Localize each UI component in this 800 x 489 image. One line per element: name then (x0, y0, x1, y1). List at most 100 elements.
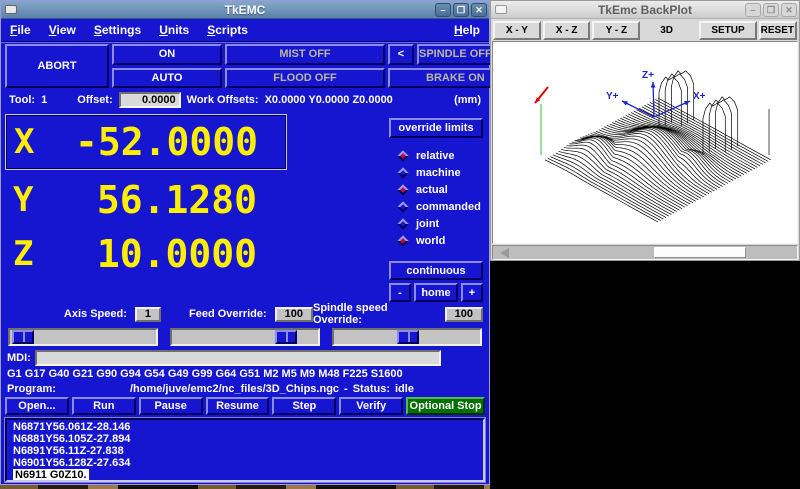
verify-button[interactable]: Verify (339, 397, 404, 415)
home-button[interactable]: home (414, 283, 458, 302)
coord-panel: override limits relative machine actual (389, 110, 489, 302)
spindle-button[interactable]: SPINDLE OFF (417, 44, 494, 65)
backplot-canvas[interactable]: Z+ Y+ X+ (492, 41, 798, 244)
axis-speed-slider[interactable] (8, 328, 158, 346)
mode-auto-button[interactable]: AUTO (112, 67, 222, 88)
setup-button[interactable]: SETUP (699, 20, 757, 40)
mdi-input[interactable] (34, 350, 441, 366)
slider-handle[interactable] (11, 330, 34, 344)
brake-button[interactable]: BRAKE ON (388, 67, 523, 88)
jog-mode-button[interactable]: continuous (389, 261, 483, 280)
backplot-maximize-icon[interactable]: ❒ (763, 2, 779, 17)
menu-file[interactable]: File (10, 23, 31, 37)
menu-units[interactable]: Units (159, 23, 190, 37)
abort-button[interactable]: ABORT (5, 44, 109, 88)
mdi-row: MDI: (1, 348, 489, 368)
radio-diamond-icon (397, 201, 409, 213)
menu-view[interactable]: View (48, 23, 76, 37)
view-xy-button[interactable]: X - Y (493, 20, 541, 40)
minimize-icon[interactable]: – (435, 2, 451, 17)
program-path: /home/juve/emc2/nc_files/3D_Chips.ngc (129, 382, 340, 395)
spindle-override-slider[interactable] (332, 328, 482, 346)
reset-button[interactable]: RESET (759, 20, 797, 40)
spindle-override-value: 100 (444, 306, 483, 322)
dro-axis-y[interactable]: Y 56.1280 (5, 176, 389, 224)
spindle-override-label: Spindle speed Override: (313, 302, 388, 326)
jog-plus-button[interactable]: + (461, 283, 483, 302)
backplot-hscrollbar[interactable] (492, 245, 798, 260)
radio-relative[interactable]: relative (397, 150, 483, 162)
spindle-slower-button[interactable]: < (388, 44, 414, 65)
radio-relative-label: relative (416, 150, 455, 162)
backplot-minimize-icon[interactable]: – (745, 2, 761, 17)
svg-text:X+: X+ (693, 91, 706, 102)
backplot-window: TkEmc BackPlot – ❒ ✕ X - Y X - Z Y - Z 3… (490, 0, 800, 261)
feed-override-slider[interactable] (170, 328, 320, 346)
active-gcodes: G1 G17 G40 G21 G90 G94 G54 G49 G99 G64 G… (7, 368, 403, 380)
speed-labels-row: Axis Speed: 1 Feed Override: 100 Spindle… (1, 302, 489, 326)
scroll-left-icon[interactable] (495, 247, 509, 258)
dro-z-label: Z (13, 234, 34, 274)
optional-stop-button[interactable]: Optional Stop (406, 397, 485, 415)
dro-axis-z[interactable]: Z 10.0000 (5, 230, 389, 278)
machine-on-button[interactable]: ON (112, 44, 222, 65)
slider-handle[interactable] (397, 330, 420, 344)
machine-controls: ON MIST OFF < SPINDLE OFF > ABORT AUTO F… (1, 42, 523, 90)
mist-button[interactable]: MIST OFF (225, 44, 385, 65)
jog-minus-button[interactable]: - (389, 283, 411, 302)
radio-machine[interactable]: machine (397, 167, 483, 179)
listing-line: N6891Y56.11Z-27.838 (13, 445, 124, 457)
units-label: (mm) (454, 94, 481, 106)
view-yz-button[interactable]: Y - Z (592, 20, 641, 40)
scrollbar-thumb[interactable] (654, 247, 746, 258)
menu-scripts[interactable]: Scripts (207, 23, 248, 37)
svg-text:Y+: Y+ (606, 91, 619, 102)
tool-number: 1 (41, 94, 48, 106)
program-label: Program: (7, 382, 56, 395)
resume-button[interactable]: Resume (205, 397, 270, 415)
maximize-icon[interactable]: ❒ (453, 2, 469, 17)
open-button[interactable]: Open... (5, 397, 69, 415)
radio-actual[interactable]: actual (397, 184, 483, 196)
backplot-app-icon (495, 5, 507, 14)
radio-joint[interactable]: joint (397, 218, 483, 230)
tool-offset-row: Tool: 1 Offset: 0.0000 Work Offsets: X0.… (1, 90, 489, 110)
program-status-row: Program: /home/juve/emc2/nc_files/3D_Chi… (1, 381, 489, 396)
offset-label: Offset: (77, 94, 113, 106)
app-icon (5, 5, 17, 14)
radio-actual-label: actual (416, 184, 448, 196)
offset-input[interactable]: 0.0000 (118, 92, 181, 108)
slider-handle[interactable] (274, 330, 297, 344)
dro-display: X -52.0000 Y 56.1280 Z 10.0000 (1, 110, 389, 302)
dro-axis-x[interactable]: X -52.0000 (5, 114, 287, 170)
titlebar[interactable]: TkEMC – ❒ ✕ (1, 1, 489, 19)
run-button[interactable]: Run (71, 397, 136, 415)
pause-button[interactable]: Pause (138, 397, 203, 415)
radio-world[interactable]: world (397, 235, 483, 247)
radio-joint-label: joint (416, 218, 440, 230)
menu-settings[interactable]: Settings (93, 23, 142, 37)
sliders-row (1, 326, 489, 348)
backplot-titlebar[interactable]: TkEmc BackPlot – ❒ ✕ (491, 1, 799, 19)
program-listing[interactable]: N6871Y56.061Z-28.146 N6881Y56.105Z-27.89… (5, 418, 485, 482)
dro-x-value: -52.0000 (74, 120, 258, 164)
radio-diamond-icon (397, 150, 409, 162)
view-3d-label[interactable]: 3D (660, 24, 673, 36)
override-limits-button[interactable]: override limits (389, 118, 483, 138)
radio-commanded[interactable]: commanded (397, 201, 483, 213)
radio-machine-label: machine (416, 167, 461, 179)
close-icon[interactable]: ✕ (471, 2, 487, 17)
menubar: File View Settings Units Scripts Help (1, 19, 489, 42)
flood-button[interactable]: FLOOD OFF (225, 67, 385, 88)
radio-diamond-icon (397, 218, 409, 230)
program-buttons: Open... Run Pause Resume Step Verify Opt… (1, 396, 489, 416)
tool-label: Tool: (9, 94, 36, 106)
backplot-close-icon[interactable]: ✕ (781, 2, 797, 17)
view-xz-button[interactable]: X - Z (542, 20, 591, 40)
listing-line: N6901Y56.128Z-27.634 (13, 457, 131, 469)
listing-line: N6871Y56.061Z-28.146 (13, 421, 131, 433)
menu-help[interactable]: Help (453, 23, 480, 37)
status-label: Status: (352, 382, 390, 395)
step-button[interactable]: Step (272, 397, 337, 415)
